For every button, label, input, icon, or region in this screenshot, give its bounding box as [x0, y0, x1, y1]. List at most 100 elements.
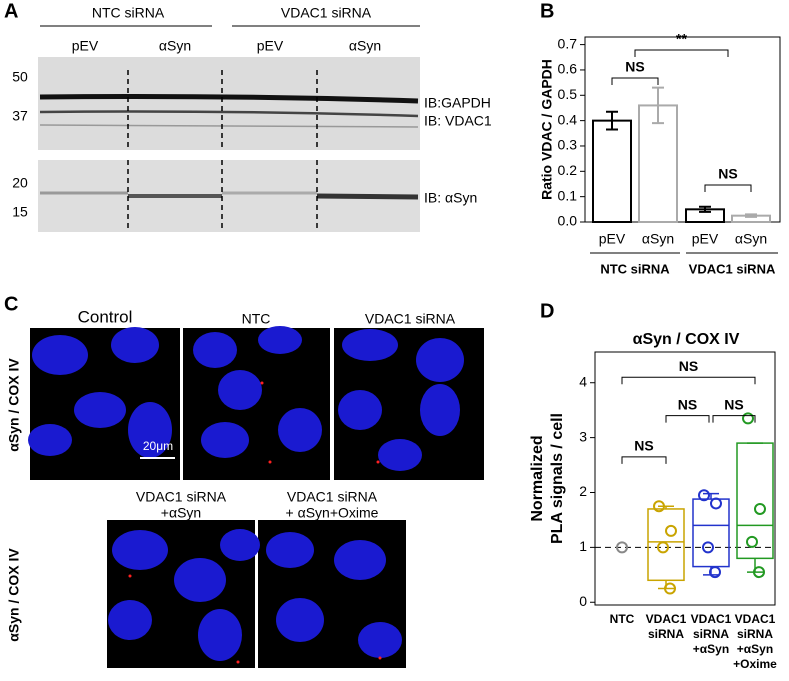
x-tick-label: pEV [599, 231, 626, 247]
x-tick-label: VDAC1 [735, 612, 776, 626]
y-tick-label: 0.4 [558, 111, 578, 127]
data-point [657, 541, 669, 554]
lane-label: pEV [257, 38, 284, 54]
x-tick-label: pEV [692, 231, 719, 247]
box [692, 498, 730, 568]
y-tick-label: 2 [579, 483, 587, 499]
data-point [653, 500, 665, 513]
significance-bracket [634, 49, 729, 57]
y-tick-label: 0.3 [558, 137, 578, 153]
significance-bracket [611, 77, 659, 85]
marker-label: 37 [12, 108, 28, 124]
data-point [665, 524, 677, 537]
group-label: NTC siRNA [92, 5, 165, 21]
image-label: VDAC1 siRNA [365, 311, 456, 327]
y-axis-label: Ratio VDAC / GAPDH [539, 59, 555, 200]
image-label: + αSyn+Oxime [286, 505, 379, 521]
box [647, 508, 685, 582]
lane-label: pEV [72, 38, 99, 54]
significance-label: NS [718, 166, 737, 182]
x-tick-label: αSyn [735, 231, 767, 247]
panel-letter: A [4, 0, 18, 22]
lane-label: αSyn [159, 38, 191, 54]
y-tick-label: 0.0 [558, 213, 578, 229]
row-label: αSyn / COX IV [6, 548, 22, 642]
x-tick-label: αSyn [642, 231, 674, 247]
x-tick-label: VDAC1 [646, 612, 687, 626]
x-tick-label: siRNA [648, 627, 684, 641]
data-point [698, 489, 710, 502]
plot-frame [584, 36, 781, 223]
group-label: NTC siRNA [600, 261, 670, 276]
significance-label: NS [625, 59, 644, 75]
data-point [664, 582, 676, 595]
scale-bar-label: 20μm [143, 439, 173, 453]
marker-label: 15 [12, 204, 28, 220]
x-tick-label: +Oxime [733, 657, 777, 671]
chart-title: αSyn / COX IV [633, 331, 740, 348]
significance-label: NS [678, 396, 697, 412]
x-tick-label: +αSyn [693, 642, 729, 656]
y-tick-label: 0.5 [558, 86, 578, 102]
plot-frame [594, 351, 776, 606]
blot-label: IB: αSyn [424, 190, 477, 206]
y-tick-label: 3 [579, 428, 587, 444]
group-label: VDAC1 siRNA [281, 5, 372, 21]
y-tick-label: 0.7 [558, 35, 578, 51]
bar [638, 104, 678, 223]
data-point [616, 541, 628, 554]
blot-label: IB: VDAC1 [424, 113, 492, 129]
y-tick-label: 0.1 [558, 187, 578, 203]
x-tick-label: VDAC1 [691, 612, 732, 626]
y-tick-label: 0.2 [558, 162, 578, 178]
significance-bracket [665, 415, 710, 423]
error-bar [606, 110, 618, 131]
significance-bracket [621, 456, 667, 464]
image-label: NTC [242, 311, 271, 327]
y-tick-label: 4 [579, 373, 587, 389]
significance-bracket [621, 376, 756, 385]
blot-images [38, 25, 420, 232]
y-tick-label: 0.6 [558, 61, 578, 77]
data-point [702, 541, 714, 554]
image-label: Control [78, 307, 133, 326]
data-point [746, 535, 758, 548]
group-label: VDAC1 siRNA [689, 261, 776, 276]
data-point [710, 497, 722, 510]
error-bar [652, 86, 664, 125]
image-label: +αSyn [161, 505, 201, 521]
data-point [709, 566, 721, 579]
micrographs [28, 326, 484, 668]
box [736, 442, 774, 560]
marker-label: 50 [12, 69, 28, 85]
row-label: αSyn / COX IV [6, 358, 22, 452]
image-label: VDAC1 siRNA [287, 489, 378, 505]
significance-bracket [712, 415, 756, 423]
y-tick-label: 0 [579, 593, 587, 609]
y-axis-label: Normalized [529, 435, 546, 521]
data-point [754, 502, 766, 515]
x-tick-label: siRNA [693, 627, 729, 641]
y-tick-label: 1 [579, 538, 587, 554]
data-point [753, 566, 765, 579]
error-bar [699, 205, 711, 213]
marker-label: 20 [12, 175, 28, 191]
significance-label: NS [634, 438, 653, 454]
x-tick-label: siRNA [737, 627, 773, 641]
panel-letter: D [540, 300, 554, 322]
error-bar [745, 213, 757, 218]
panel-letter: C [4, 293, 18, 315]
blot-label: IB:GAPDH [424, 95, 491, 111]
y-axis-label: PLA signals / cell [549, 413, 566, 544]
significance-label: NS [679, 358, 698, 374]
significance-label: NS [724, 396, 743, 412]
image-label: VDAC1 siRNA [136, 489, 227, 505]
data-point [742, 412, 754, 425]
significance-bracket [704, 184, 752, 192]
bar [592, 119, 632, 223]
x-tick-label: NTC [610, 612, 635, 626]
x-tick-label: +αSyn [737, 642, 773, 656]
panel-letter: B [540, 0, 554, 22]
significance-label: ** [676, 31, 687, 47]
